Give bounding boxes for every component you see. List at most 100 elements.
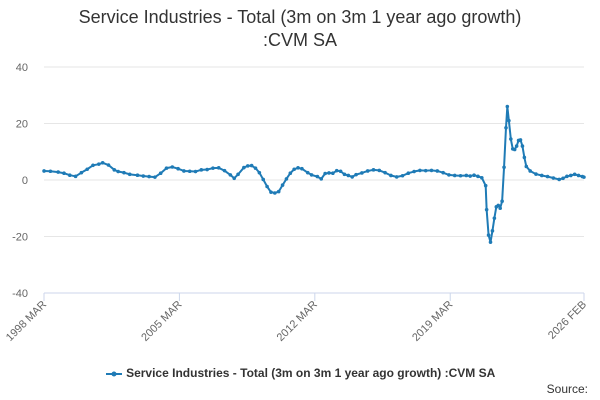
data-point[interactable]: [429, 168, 434, 173]
data-point[interactable]: [389, 173, 393, 178]
data-point[interactable]: [512, 147, 517, 152]
data-point[interactable]: [534, 172, 538, 176]
data-point[interactable]: [350, 175, 355, 179]
data-point[interactable]: [141, 174, 146, 178]
data-point[interactable]: [147, 174, 151, 179]
data-point[interactable]: [273, 191, 277, 195]
data-point[interactable]: [112, 168, 117, 172]
data-point[interactable]: [342, 172, 347, 177]
data-point[interactable]: [323, 171, 327, 176]
data-point[interactable]: [269, 190, 273, 194]
data-point[interactable]: [484, 207, 489, 212]
data-point[interactable]: [309, 173, 314, 177]
data-point[interactable]: [319, 177, 324, 181]
data-point[interactable]: [371, 168, 376, 172]
data-point[interactable]: [135, 173, 140, 177]
data-point[interactable]: [327, 171, 331, 175]
data-point[interactable]: [296, 166, 300, 170]
data-point[interactable]: [116, 169, 120, 174]
data-point[interactable]: [509, 137, 513, 141]
data-point[interactable]: [472, 173, 476, 177]
data-point[interactable]: [488, 240, 493, 244]
data-point[interactable]: [170, 165, 175, 169]
data-point[interactable]: [545, 174, 550, 179]
data-point[interactable]: [97, 162, 101, 166]
data-point[interactable]: [412, 169, 416, 174]
data-point[interactable]: [504, 125, 508, 130]
data-point[interactable]: [292, 167, 296, 172]
data-point[interactable]: [305, 170, 310, 175]
data-point[interactable]: [253, 166, 258, 170]
data-point[interactable]: [582, 175, 586, 179]
data-point[interactable]: [211, 166, 215, 170]
data-point[interactable]: [346, 173, 351, 178]
data-point[interactable]: [164, 166, 169, 170]
data-point[interactable]: [486, 233, 491, 237]
data-point[interactable]: [354, 172, 358, 177]
data-point[interactable]: [502, 165, 506, 170]
data-point[interactable]: [199, 168, 204, 172]
data-point[interactable]: [576, 173, 581, 178]
data-point[interactable]: [522, 155, 527, 160]
data-point[interactable]: [176, 166, 180, 171]
data-point[interactable]: [331, 171, 335, 176]
data-point[interactable]: [400, 173, 405, 178]
data-point[interactable]: [568, 173, 573, 178]
data-point[interactable]: [106, 163, 111, 167]
data-point[interactable]: [561, 176, 565, 181]
data-point[interactable]: [557, 177, 561, 182]
data-point[interactable]: [265, 184, 269, 189]
data-point[interactable]: [492, 216, 497, 220]
data-point[interactable]: [56, 170, 60, 174]
data-point[interactable]: [222, 168, 227, 173]
data-point[interactable]: [383, 170, 387, 175]
data-point[interactable]: [122, 170, 126, 175]
data-point[interactable]: [496, 203, 501, 208]
data-point[interactable]: [42, 169, 46, 173]
data-point[interactable]: [435, 169, 440, 173]
data-point[interactable]: [572, 172, 577, 177]
legend[interactable]: Service Industries - Total (3m on 3m 1 y…: [0, 366, 600, 380]
data-point[interactable]: [539, 173, 544, 178]
data-point[interactable]: [288, 171, 293, 176]
data-point[interactable]: [249, 163, 254, 168]
data-point[interactable]: [406, 171, 411, 176]
data-point[interactable]: [242, 165, 246, 170]
data-point[interactable]: [62, 171, 66, 176]
data-point[interactable]: [441, 170, 445, 175]
data-point[interactable]: [127, 172, 132, 177]
data-point[interactable]: [67, 173, 72, 177]
data-point[interactable]: [518, 138, 523, 142]
data-point[interactable]: [464, 173, 469, 178]
data-point[interactable]: [100, 160, 105, 165]
data-point[interactable]: [276, 189, 281, 194]
data-point[interactable]: [447, 173, 451, 177]
data-point[interactable]: [520, 144, 525, 148]
data-point[interactable]: [315, 174, 320, 179]
data-point[interactable]: [205, 167, 209, 172]
data-point[interactable]: [498, 206, 502, 211]
data-point[interactable]: [551, 176, 556, 180]
data-point[interactable]: [514, 144, 519, 148]
data-point[interactable]: [182, 169, 186, 173]
data-point[interactable]: [85, 167, 89, 172]
data-point[interactable]: [418, 168, 422, 173]
data-point[interactable]: [483, 183, 488, 188]
data-point[interactable]: [228, 173, 233, 177]
data-point[interactable]: [505, 104, 510, 109]
data-point[interactable]: [216, 166, 221, 170]
data-point[interactable]: [158, 171, 163, 176]
data-point[interactable]: [338, 169, 343, 174]
data-point[interactable]: [48, 169, 53, 174]
data-point[interactable]: [300, 166, 304, 171]
data-point[interactable]: [261, 177, 266, 182]
data-point[interactable]: [187, 169, 192, 174]
data-point[interactable]: [476, 174, 480, 179]
data-point[interactable]: [280, 183, 285, 187]
data-point[interactable]: [394, 175, 399, 179]
data-point[interactable]: [528, 169, 532, 173]
data-point[interactable]: [153, 175, 157, 179]
data-point[interactable]: [284, 177, 289, 181]
data-point[interactable]: [423, 168, 428, 173]
data-point[interactable]: [73, 174, 78, 179]
